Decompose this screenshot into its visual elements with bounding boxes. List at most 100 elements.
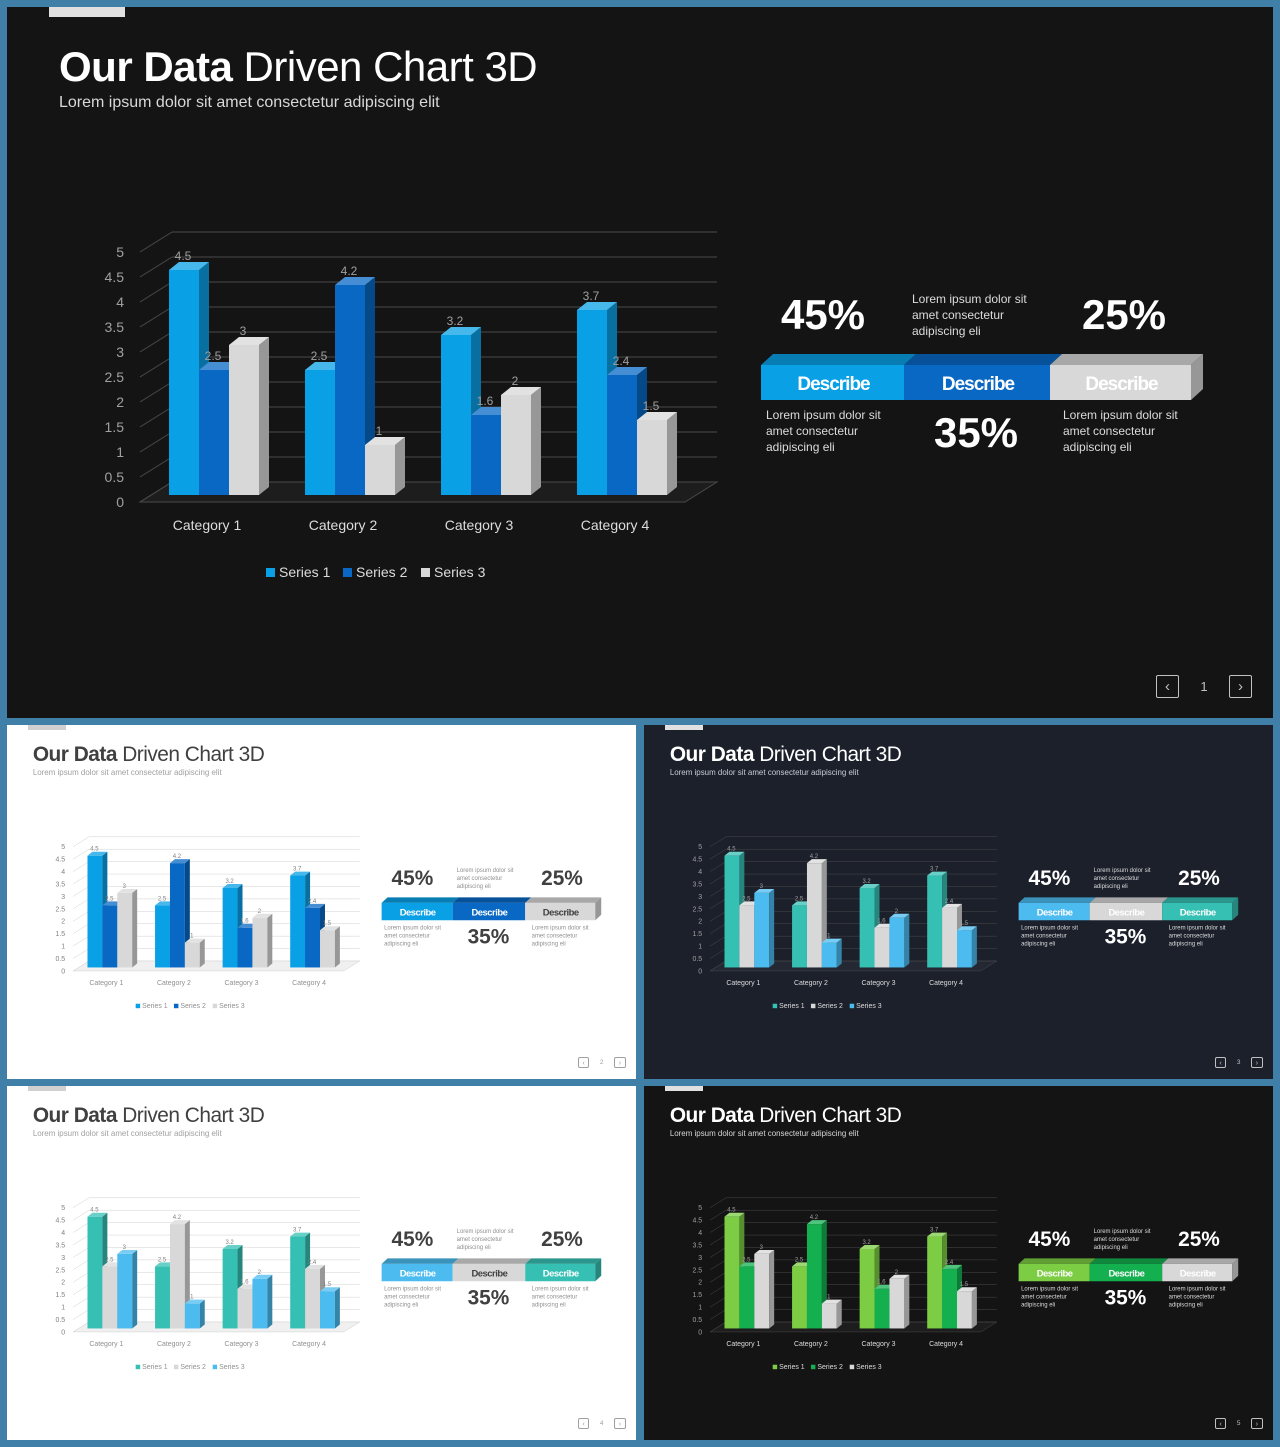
bar-top-face [577,302,617,310]
legend-label: Series 2 [817,1364,843,1371]
bar-side-face [904,913,910,968]
y-tick-label: 4.5 [55,857,65,864]
describe-segment-top [452,897,532,903]
legend-swatch [810,1364,816,1370]
describe-segment-front [452,902,526,921]
describe-segment-side [595,1258,602,1282]
x-category-label: Category 1 [89,980,123,987]
data-label: 3 [123,884,127,890]
bar-side-face [267,913,273,968]
bar-front-face [169,1224,185,1329]
percent-middle: 35% [1105,926,1147,949]
y-tick-label: 4.5 [55,1218,65,1225]
data-label: 3.2 [447,314,464,328]
slide-accent-tab [664,1086,703,1091]
bar-top-face [169,1220,190,1225]
describe-segment-top [452,1258,532,1264]
bar-front-face [806,863,822,968]
description-left-line: Lorem ipsum dolor sit [1021,926,1078,932]
y-tick-label: 2.5 [692,906,702,913]
bar-series-3-category-1 [754,1249,775,1329]
x-category-label: Category 3 [862,1341,896,1348]
bar-front-face [117,892,133,968]
description-left-line: adipiscing eli [384,1303,418,1309]
describe-label: Describe [400,906,436,917]
description-left-line: adipiscing eli [1021,942,1055,948]
description-left-line: Lorem ipsum dolor sit [384,1287,441,1293]
bar-front-face [229,345,259,495]
data-label: 2 [512,374,519,388]
gridline-side [72,1222,90,1233]
next-slide-button[interactable]: › [1251,1417,1263,1430]
bar-side-face [199,938,205,968]
bar-top-face [927,871,948,876]
data-label: 4.2 [810,854,819,860]
description-top-line: adipiscing eli [912,324,981,338]
prev-slide-button[interactable]: ‹ [1214,1417,1227,1430]
description-left-line: adipiscing eli [1021,1303,1055,1309]
bar-front-face [199,370,229,495]
data-label: 3.7 [293,867,302,873]
next-slide-button[interactable]: › [1251,1056,1263,1069]
y-tick-label: 3.5 [692,1242,702,1249]
slide-title: Our Data Driven Chart 3D [670,743,902,767]
gridline-side [72,1247,90,1258]
bar-top-face [754,1249,775,1254]
slide-title-bold: Our Data [32,742,118,766]
data-label: 2.4 [308,899,317,905]
describe-label: Describe [543,906,579,917]
prev-slide-button[interactable]: ‹ [1156,675,1179,698]
slide-subtitle: Lorem ipsum dolor sit amet consectetur a… [32,768,222,778]
prev-slide-button[interactable]: ‹ [577,1056,590,1069]
gridline-side [139,406,173,428]
percent-middle: 35% [468,1287,510,1310]
describe-segment-front [1089,1263,1163,1282]
percent-left: 45% [392,1228,434,1251]
percent-middle: 35% [1105,1287,1147,1310]
percent-right: 25% [1082,291,1166,338]
y-tick-label: 5 [61,1205,65,1212]
data-label: 2.5 [205,349,222,363]
gridline-side [709,898,727,910]
y-tick-label: 5 [116,244,124,260]
y-tick-label: 2.5 [692,1267,702,1274]
prev-slide-button[interactable]: ‹ [1214,1056,1227,1069]
y-tick-label: 2.5 [55,906,65,913]
bar-series-3-category-2 [184,1299,205,1329]
prev-slide-button[interactable]: ‹ [577,1417,590,1430]
description-right-line: amet consectetur [1169,1295,1215,1301]
legend-label: Series 3 [434,564,486,580]
bar-side-face [395,437,405,495]
y-tick-label: 1 [61,1305,65,1312]
data-label: 3 [240,324,247,338]
next-slide-button[interactable]: › [614,1056,626,1069]
y-tick-label: 1.5 [105,419,125,435]
y-tick-label: 5 [61,844,65,851]
bar-series-3-category-1 [754,888,775,968]
bar-front-face [305,1268,321,1329]
describe-label: Describe [942,374,1015,395]
bar-front-face [889,917,905,968]
bar-front-face [739,905,755,968]
y-tick-label: 4.5 [692,857,702,864]
description-right-line: adipiscing eli [532,942,566,948]
slide-title-bold: Our Data [59,43,233,90]
data-label: 4.2 [341,264,358,278]
percent-right: 25% [541,1228,583,1251]
describe-segment-top [1050,354,1203,365]
legend-swatch [772,1003,778,1009]
bar-front-face [927,1236,943,1329]
next-slide-button[interactable]: › [614,1417,626,1430]
bar-top-face [754,888,775,893]
x-category-label: Category 2 [309,517,378,533]
gridline-side [72,1272,90,1283]
describe-segment-3 [1162,1258,1239,1282]
next-slide-button[interactable]: › [1229,675,1252,698]
bar-series-2-category-2 [806,859,827,968]
gridline-side [72,1296,90,1308]
slide-title-bold: Our Data [32,1103,118,1127]
describe-segment-front [904,365,1050,400]
bar-top-face [252,913,273,918]
x-category-label: Category 3 [225,1341,259,1348]
bar-series-1-category-1 [169,262,209,495]
